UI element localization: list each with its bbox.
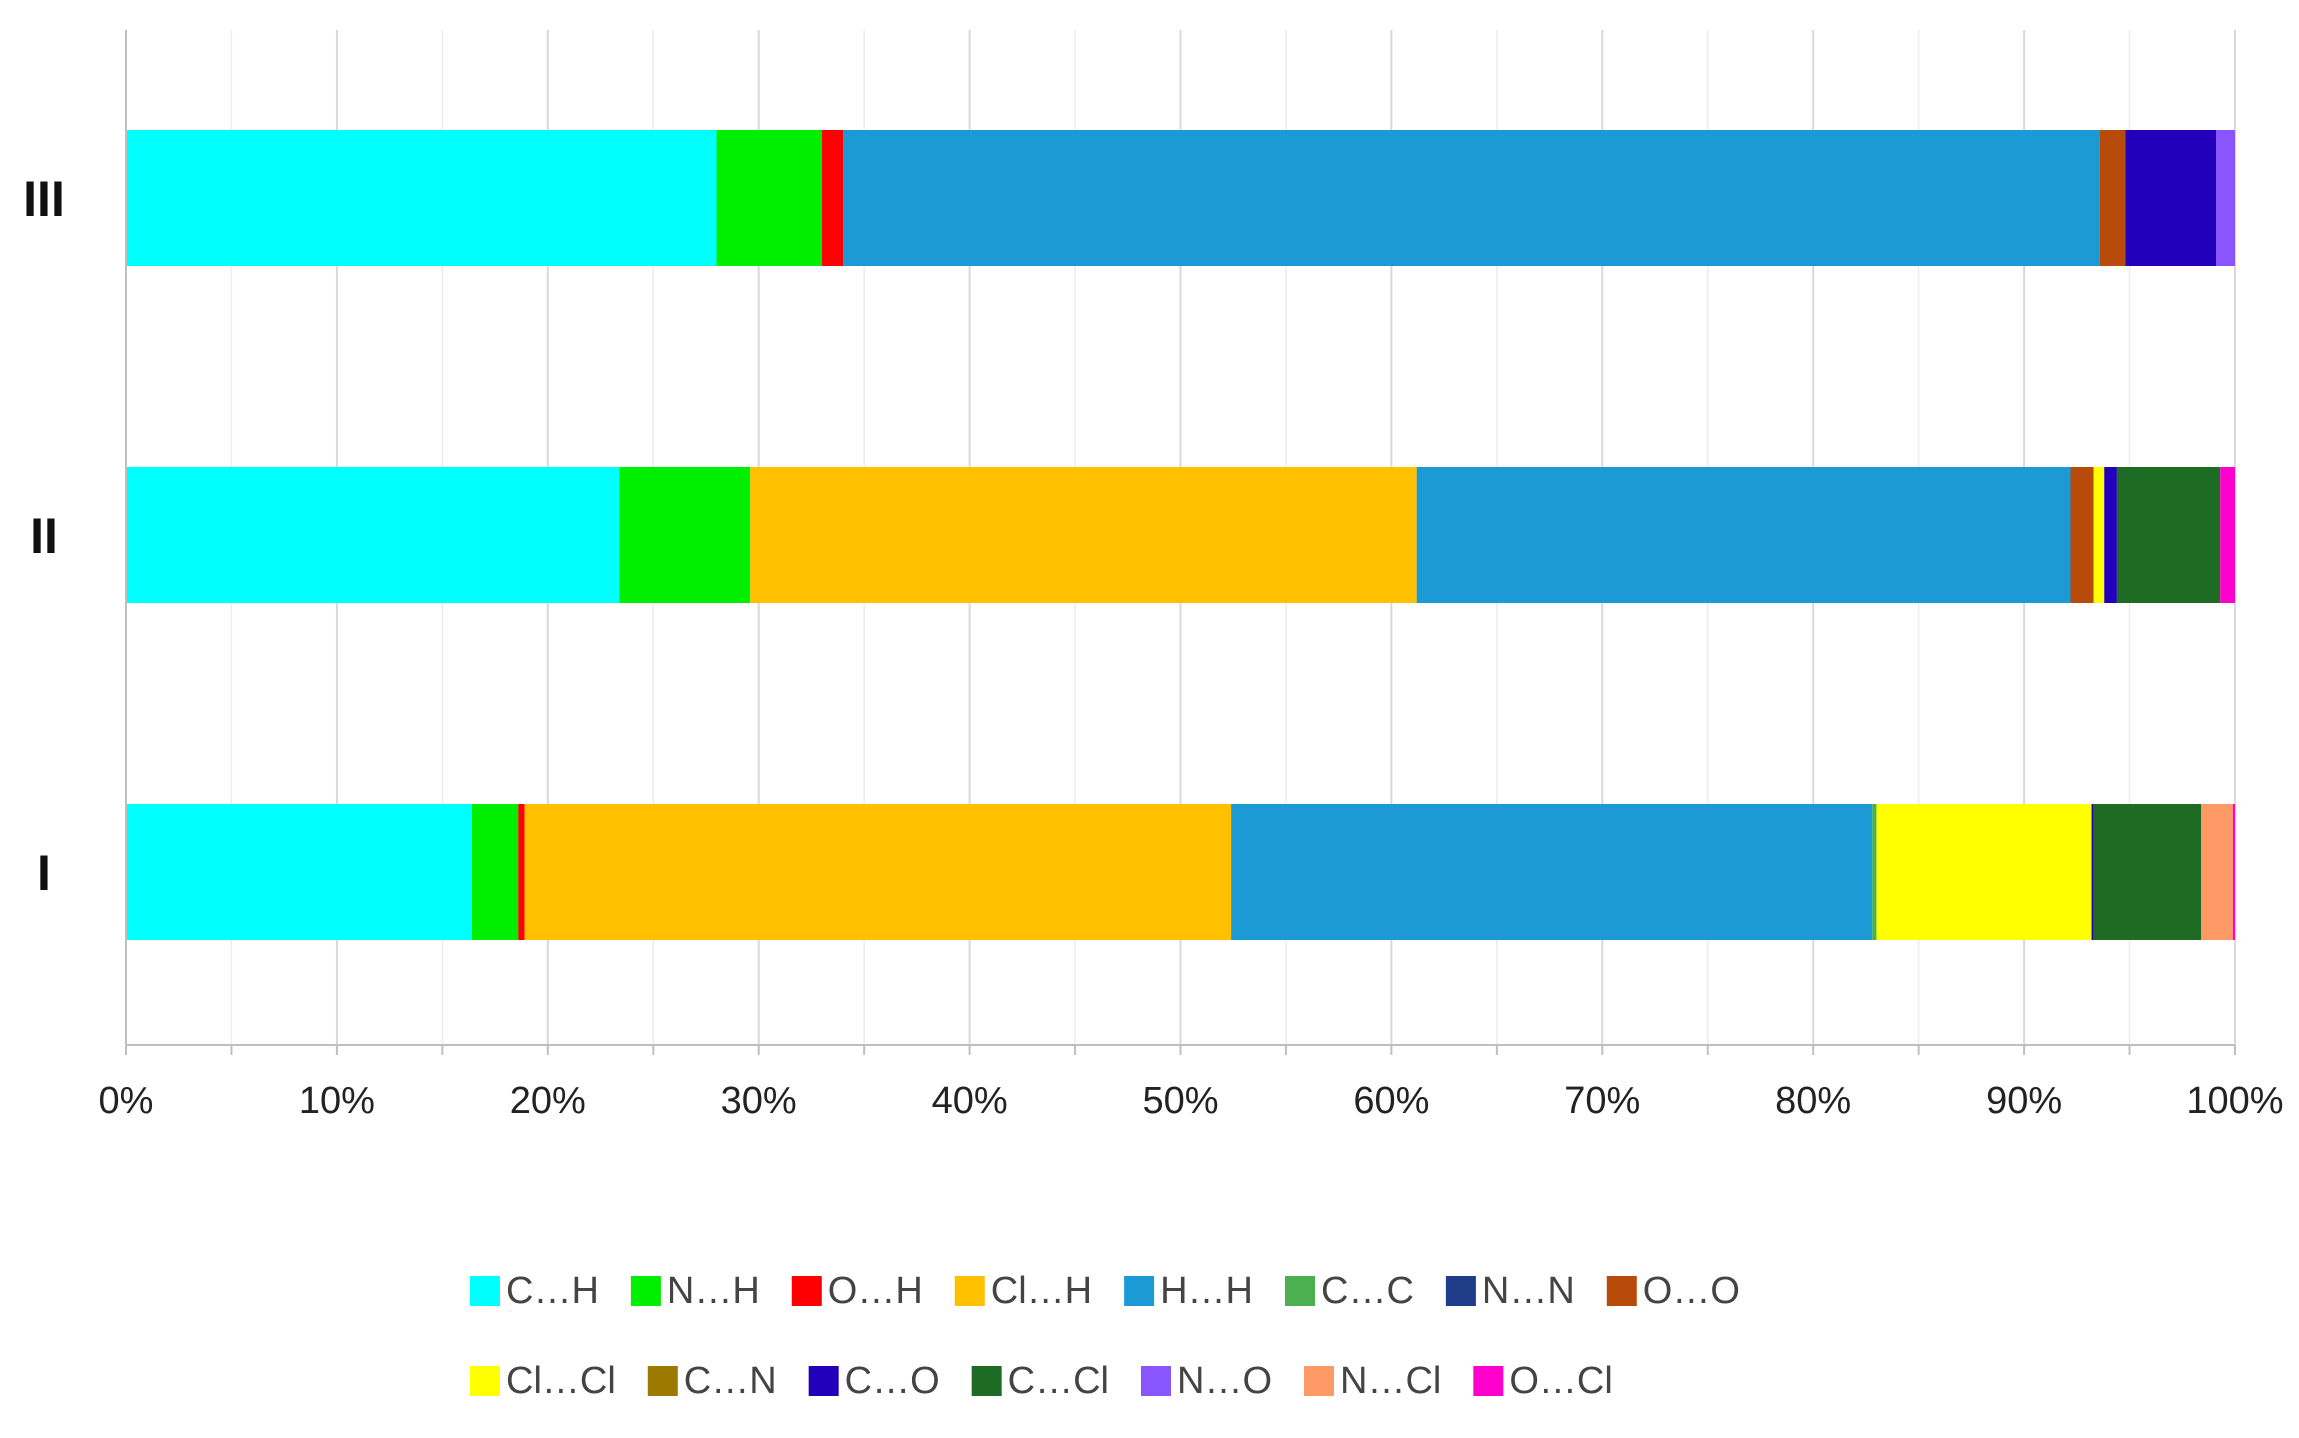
bar-segment [716,130,822,266]
bar-segment [126,467,620,603]
bar-segment [2093,804,2202,940]
legend-swatch [791,1276,822,1306]
legend-swatch [971,1366,1002,1396]
legend-swatch [1141,1366,1171,1396]
bar-segment [1876,804,2092,940]
legend-label: O…O [1643,1270,1740,1312]
legend-swatch [1285,1276,1315,1306]
legend-label: N…H [667,1270,760,1312]
bar-segment [2232,804,2235,940]
legend-label: N…O [1177,1360,1272,1402]
bar-segment [2104,467,2117,603]
bar-segment [2091,804,2094,940]
legend-label: O…H [828,1270,923,1312]
x-tick-label: 70% [1564,1080,1640,1122]
x-tick-label: 90% [1986,1080,2062,1122]
x-tick-label: 40% [932,1080,1008,1122]
legend-label: C…Cl [1008,1360,1109,1402]
bar-segment [2116,467,2221,603]
x-tick-label: 0% [99,1080,154,1122]
legend-swatch [808,1366,839,1396]
x-tick-label: 50% [1142,1080,1218,1122]
x-tick-label: 20% [510,1080,586,1122]
legend-swatch [647,1366,678,1396]
x-tick-label: 100% [2186,1080,2283,1122]
legend-label: C…O [845,1360,940,1402]
bar-segment [750,467,1417,603]
legend-swatch [1445,1276,1476,1306]
bar-segment [619,467,751,603]
legend-swatch [1606,1276,1637,1306]
bar-segment [1416,467,2071,603]
bar-segment [2100,130,2126,266]
legend-label: Cl…Cl [506,1360,616,1402]
legend-label: C…N [684,1360,777,1402]
legend-swatch [470,1276,500,1306]
bar-segment [2201,804,2233,940]
bar-segment [126,804,472,940]
x-tick-label: 80% [1775,1080,1851,1122]
legend-swatch [1304,1366,1334,1396]
bar-segment [821,130,844,266]
bar-segment [2220,467,2235,603]
legend-label: O…Cl [1509,1360,1612,1402]
bar-segment [524,804,1232,940]
bar-segment [2125,130,2217,266]
legend-swatch [470,1366,500,1396]
bar-segment [471,804,519,940]
legend-label: Cl…H [991,1270,1092,1312]
bar-segment [1231,804,1873,940]
x-axis: 0% 10% 20% 30% 40% 50% 60% 70% 80% 90% 100% [99,30,2284,1122]
bar-segment [843,130,2101,266]
legend-label: H…H [1160,1270,1253,1312]
bar-segment [2216,130,2235,266]
category-label: III [23,171,65,227]
bar-segment [2070,467,2094,603]
category-label: II [30,508,58,564]
x-tick-label: 60% [1353,1080,1429,1122]
legend-swatch [954,1276,985,1306]
legend-swatch [1473,1366,1504,1396]
bar-segment [126,130,717,266]
bar-segment [518,804,525,940]
x-tick-label: 10% [299,1080,375,1122]
legend: C…H N…H O…H Cl…H H…H C…C N…N O…O Cl…Cl C…N C…O C…Cl… [470,1270,1740,1402]
legend-label: N…Cl [1340,1360,1441,1402]
legend-label: N…N [1482,1270,1575,1312]
x-tick-label: 30% [721,1080,797,1122]
bar-segment [2093,467,2105,603]
legend-label: C…C [1321,1270,1414,1312]
bars [126,130,2235,940]
bar-segment [1872,804,1877,940]
legend-swatch [630,1276,661,1306]
category-label: I [37,845,51,901]
legend-swatch [1124,1276,1155,1306]
legend-label: C…H [506,1270,599,1312]
